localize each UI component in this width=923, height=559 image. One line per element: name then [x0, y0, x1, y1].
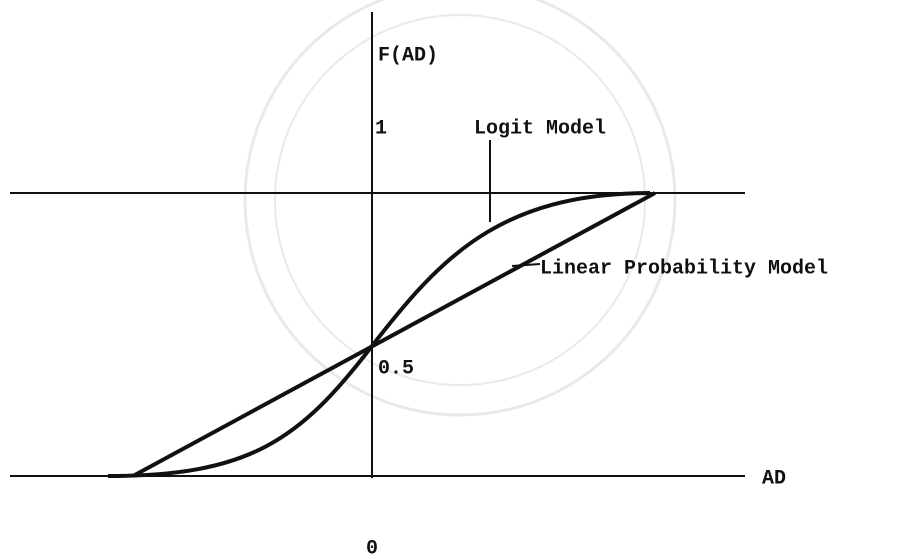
page: F(AD) 1 Logit Model Linear Probability M…: [0, 0, 923, 559]
watermark-ring: [275, 15, 645, 385]
linear-label: Linear Probability Model: [540, 257, 828, 280]
origin-label: 0: [366, 537, 378, 559]
logit-curve: [108, 193, 650, 476]
x-axis-label: AD: [762, 467, 786, 490]
linear-curve: [133, 193, 655, 476]
y-axis-label: F(AD): [378, 44, 438, 67]
logit-label: Logit Model: [474, 117, 606, 140]
watermark: [245, 0, 675, 415]
level-half: 0.5: [378, 357, 414, 380]
diagram: F(AD) 1 Logit Model Linear Probability M…: [0, 0, 923, 559]
watermark-ring: [245, 0, 675, 415]
linear-leader: [512, 264, 540, 266]
level-one: 1: [375, 117, 387, 140]
